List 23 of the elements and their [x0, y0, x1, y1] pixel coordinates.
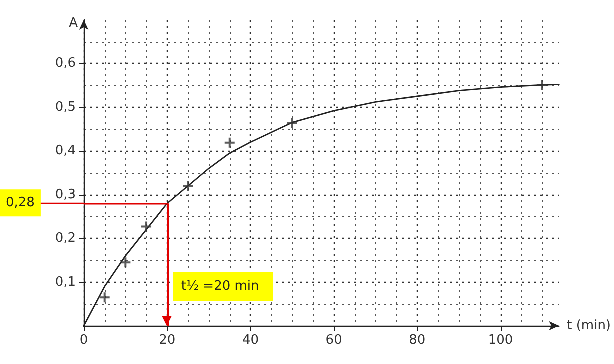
y-tick-label: 0,1: [55, 274, 76, 290]
x-tick-label: 100: [488, 333, 514, 348]
point: [224, 138, 235, 148]
y-tick-label: 0,6: [55, 56, 76, 72]
point: [120, 258, 131, 268]
ref-line-label: t½ =20 min: [181, 279, 260, 294]
point: [287, 118, 298, 128]
x-tick-label: 40: [242, 333, 259, 348]
point: [142, 222, 152, 232]
y-axis-title: A: [69, 16, 78, 31]
x-tick-label: 0: [80, 333, 88, 348]
y-tick-label: 0,5: [55, 100, 76, 115]
x-axis-title: t (min): [567, 318, 612, 334]
point: [537, 80, 548, 90]
y-tick-label: 0,2: [55, 231, 76, 246]
y-tick-label: 0,3: [55, 187, 76, 202]
x-tick-label: 80: [409, 333, 426, 348]
point: [183, 181, 194, 192]
ref-line-label: 0,28: [6, 196, 35, 211]
x-tick-label: 60: [326, 333, 342, 348]
x-tick-label: 20: [159, 333, 176, 348]
y-tick-label: 0,4: [55, 144, 76, 159]
point: [100, 292, 110, 303]
